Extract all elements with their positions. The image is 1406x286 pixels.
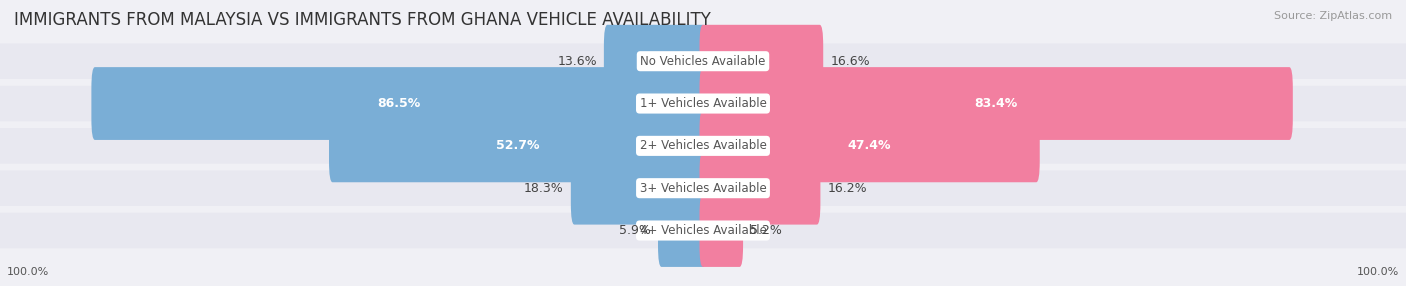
- FancyBboxPatch shape: [658, 194, 707, 267]
- FancyBboxPatch shape: [700, 152, 821, 225]
- Text: 13.6%: 13.6%: [557, 55, 596, 68]
- FancyBboxPatch shape: [605, 25, 707, 98]
- Legend: Immigrants from Malaysia, Immigrants from Ghana: Immigrants from Malaysia, Immigrants fro…: [520, 283, 886, 286]
- FancyBboxPatch shape: [700, 25, 824, 98]
- Text: Source: ZipAtlas.com: Source: ZipAtlas.com: [1274, 11, 1392, 21]
- FancyBboxPatch shape: [700, 194, 744, 267]
- Text: 16.6%: 16.6%: [830, 55, 870, 68]
- Text: 83.4%: 83.4%: [974, 97, 1018, 110]
- Text: 47.4%: 47.4%: [848, 139, 891, 152]
- Text: 1+ Vehicles Available: 1+ Vehicles Available: [640, 97, 766, 110]
- FancyBboxPatch shape: [0, 86, 1406, 121]
- Text: 5.9%: 5.9%: [619, 224, 651, 237]
- Text: 18.3%: 18.3%: [524, 182, 564, 195]
- Text: 52.7%: 52.7%: [496, 139, 540, 152]
- Text: IMMIGRANTS FROM MALAYSIA VS IMMIGRANTS FROM GHANA VEHICLE AVAILABILITY: IMMIGRANTS FROM MALAYSIA VS IMMIGRANTS F…: [14, 11, 711, 29]
- Text: No Vehicles Available: No Vehicles Available: [640, 55, 766, 68]
- Text: 5.2%: 5.2%: [751, 224, 782, 237]
- Text: 100.0%: 100.0%: [1357, 267, 1399, 277]
- FancyBboxPatch shape: [91, 67, 707, 140]
- Text: 86.5%: 86.5%: [377, 97, 420, 110]
- FancyBboxPatch shape: [0, 128, 1406, 164]
- FancyBboxPatch shape: [700, 67, 1294, 140]
- FancyBboxPatch shape: [571, 152, 707, 225]
- FancyBboxPatch shape: [0, 170, 1406, 206]
- Text: 16.2%: 16.2%: [827, 182, 868, 195]
- FancyBboxPatch shape: [700, 110, 1040, 182]
- Text: 4+ Vehicles Available: 4+ Vehicles Available: [640, 224, 766, 237]
- FancyBboxPatch shape: [329, 110, 707, 182]
- FancyBboxPatch shape: [0, 213, 1406, 248]
- Text: 100.0%: 100.0%: [7, 267, 49, 277]
- Text: 2+ Vehicles Available: 2+ Vehicles Available: [640, 139, 766, 152]
- FancyBboxPatch shape: [0, 43, 1406, 79]
- Text: 3+ Vehicles Available: 3+ Vehicles Available: [640, 182, 766, 195]
